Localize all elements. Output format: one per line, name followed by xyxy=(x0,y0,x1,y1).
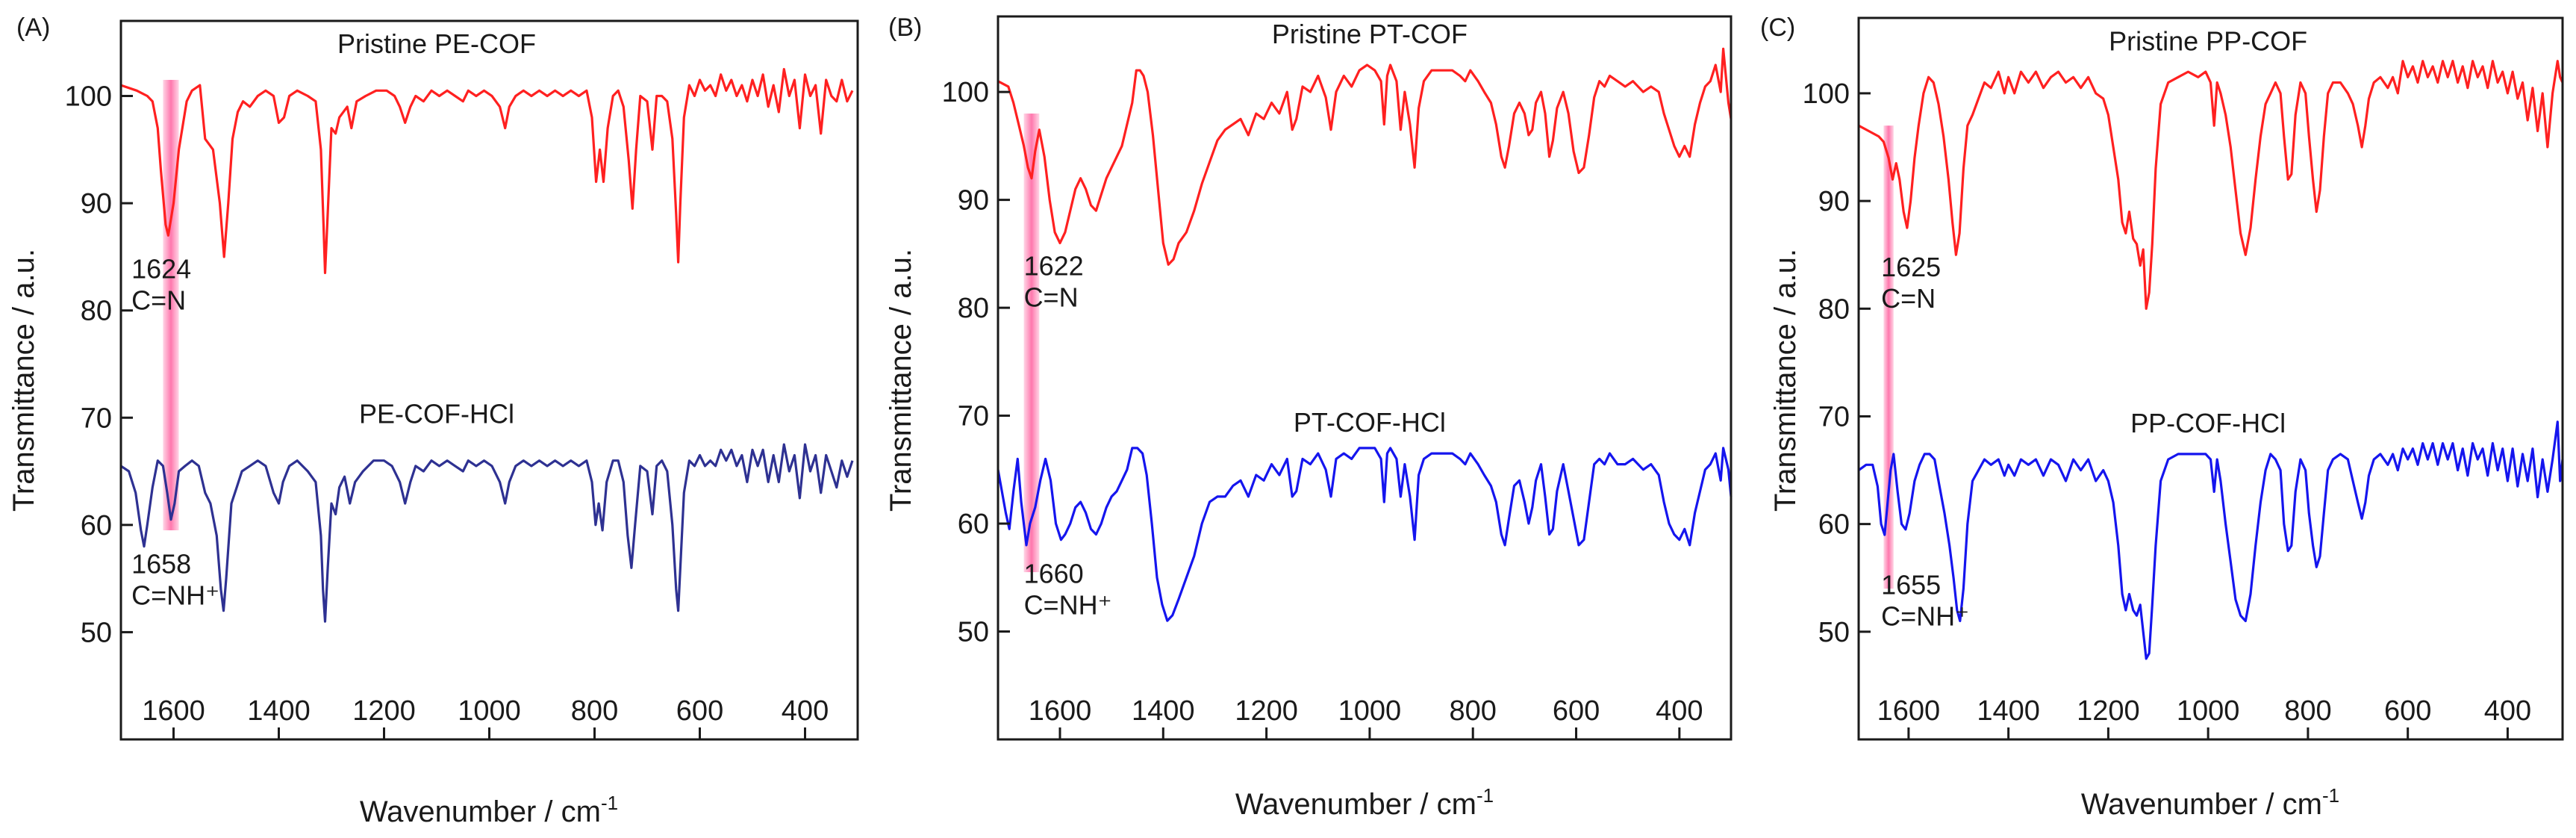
panel-a-series-label-pristine: Pristine PE-COF xyxy=(337,28,536,59)
panel-c-annotation-cn-value: 1625 xyxy=(1881,252,1941,282)
panel-c-series-pristine-line xyxy=(1858,60,2564,310)
panel-a-y-ticks: 50 60 70 80 90 100 xyxy=(65,81,133,648)
panel-a-y-tick-label-90: 90 xyxy=(81,188,112,220)
panel-c-y-tick-label-100: 100 xyxy=(1803,78,1850,110)
panel-b-highlight-band xyxy=(1023,114,1040,573)
panel-b-x-tick-label-1200: 1200 xyxy=(1235,695,1298,727)
panel-c-annotation-cnh-label: C=NH⁺ xyxy=(1881,600,1969,631)
panel-c-annotation-cnh-value: 1655 xyxy=(1881,569,1941,600)
panel-c-y-tick-label-50: 50 xyxy=(1818,617,1850,648)
panel-b-annotation-cn-label: C=N xyxy=(1024,282,1079,313)
panel-c: (C) 1600 1400 1200 1000 800 600 400 50 60 70 80 90… xyxy=(1760,13,2564,821)
panel-a-y-tick-label-50: 50 xyxy=(81,617,112,648)
panel-a-annotation-cnh-label: C=NH⁺ xyxy=(131,580,219,610)
panel-c-axes-frame xyxy=(1857,16,2564,741)
panel-c-x-tick-label-1000: 1000 xyxy=(2177,695,2240,727)
panel-a-x-tick-label-600: 600 xyxy=(676,695,723,727)
panel-b-x-tick-label-400: 400 xyxy=(1656,695,1703,727)
panel-b-series-label-pristine: Pristine PT-COF xyxy=(1272,19,1468,49)
panel-a-annotation-cnh-value: 1658 xyxy=(131,548,191,579)
panel-c-x-tick-label-600: 600 xyxy=(2384,695,2431,727)
panel-a-y-tick-label-100: 100 xyxy=(65,81,112,113)
panel-a-label: (A) xyxy=(16,13,50,42)
panel-a-x-ticks: 1600 1400 1200 1000 800 600 400 xyxy=(142,695,829,739)
panel-b-y-tick-label-100: 100 xyxy=(942,77,989,108)
panel-a-y-tick-label-60: 60 xyxy=(81,510,112,541)
panel-c-annotation-cn-label: C=N xyxy=(1881,283,1936,314)
panel-c-series-label-hcl: PP-COF-HCl xyxy=(2130,408,2286,438)
panel-a-y-tick-label-80: 80 xyxy=(81,296,112,327)
panel-a-x-tick-label-1200: 1200 xyxy=(352,695,416,727)
panel-b-label: (B) xyxy=(888,13,922,42)
panel-b-annotation-cn-value: 1622 xyxy=(1024,251,1084,282)
panel-a-axes-frame xyxy=(119,19,859,741)
panel-a-y-tick-label-70: 70 xyxy=(81,403,112,434)
panel-a-x-axis-label: Wavenumber / cm-1 xyxy=(360,792,618,828)
panel-b-axes-frame xyxy=(997,15,1733,741)
panel-c-x-tick-label-400: 400 xyxy=(2484,695,2531,727)
panel-b-annotation-cnh-label: C=NH⁺ xyxy=(1024,590,1112,621)
panel-c-x-ticks: 1600 1400 1200 1000 800 600 400 xyxy=(1877,695,2531,739)
panel-a-annotation-cn-value: 1624 xyxy=(131,254,191,285)
panel-c-x-tick-label-800: 800 xyxy=(2284,695,2331,727)
panel-b-x-axis-label: Wavenumber / cm-1 xyxy=(1235,784,1494,821)
panel-b-y-tick-label-60: 60 xyxy=(958,509,989,540)
panel-b-plot-area xyxy=(997,47,1733,622)
panel-c-x-tick-label-1400: 1400 xyxy=(1977,695,2040,727)
panel-b-y-axis-label: Transmittance / a.u. xyxy=(885,249,917,512)
panel-b-annotation-cnh-value: 1660 xyxy=(1024,559,1084,589)
panel-b-x-tick-label-1400: 1400 xyxy=(1132,695,1195,727)
panel-b-series-pristine-line xyxy=(997,47,1733,266)
panel-c-y-tick-label-70: 70 xyxy=(1818,401,1850,432)
panel-b-y-tick-label-50: 50 xyxy=(958,617,989,648)
panel-a-x-tick-label-400: 400 xyxy=(782,695,829,727)
panel-b-x-tick-label-1000: 1000 xyxy=(1338,695,1402,727)
panel-c-y-axis-label: Transmittance / a.u. xyxy=(1769,249,1802,512)
panel-a-x-tick-label-1400: 1400 xyxy=(247,695,311,727)
panel-b-x-tick-label-800: 800 xyxy=(1450,695,1497,727)
panel-c-series-hcl-line xyxy=(1858,420,2564,660)
panel-c-label: (C) xyxy=(1760,13,1795,42)
panel-a-series-label-hcl: PE-COF-HCl xyxy=(359,398,514,429)
panel-c-x-tick-label-1200: 1200 xyxy=(2077,695,2140,727)
panel-b-x-tick-label-600: 600 xyxy=(1553,695,1600,727)
panel-b-y-tick-label-90: 90 xyxy=(958,185,989,217)
panel-a-plot-area xyxy=(120,67,854,623)
panel-c-y-ticks: 50 60 70 80 90 100 xyxy=(1803,78,1871,648)
panel-b-y-ticks: 50 60 70 80 90 100 xyxy=(942,77,1010,648)
panel-b-y-tick-label-70: 70 xyxy=(958,401,989,432)
panel-a-y-axis-label: Transmittance / a.u. xyxy=(7,249,40,512)
panel-b-series-label-hcl: PT-COF-HCl xyxy=(1294,407,1446,438)
panel-b-x-ticks: 1600 1400 1200 1000 800 600 400 xyxy=(1029,695,1703,739)
panel-a-series-pristine-line xyxy=(120,67,854,274)
panel-b-y-tick-label-80: 80 xyxy=(958,293,989,324)
panel-c-y-tick-label-60: 60 xyxy=(1818,509,1850,541)
panel-c-y-tick-label-80: 80 xyxy=(1818,294,1850,325)
panel-c-x-tick-label-1600: 1600 xyxy=(1877,695,1941,727)
panel-c-x-axis-label: Wavenumber / cm-1 xyxy=(2081,784,2339,821)
panel-a-series-hcl-line xyxy=(120,443,854,623)
panel-a: (A) 1600 1400 1200 1000 800 600 400 50 60 70 80 90… xyxy=(7,13,859,828)
panel-a-annotation-cn-label: C=N xyxy=(131,285,186,316)
panel-a-x-tick-label-1600: 1600 xyxy=(142,695,205,727)
panel-a-x-tick-label-800: 800 xyxy=(571,695,618,727)
panel-c-plot-area xyxy=(1858,60,2564,660)
panel-c-series-label-pristine: Pristine PP-COF xyxy=(2109,25,2307,56)
panel-c-y-tick-label-90: 90 xyxy=(1818,186,1850,217)
panel-a-x-tick-label-1000: 1000 xyxy=(458,695,521,727)
panel-b-x-tick-label-1600: 1600 xyxy=(1029,695,1092,727)
panel-b: (B) 1600 1400 1200 1000 800 600 400 50 60 70 80 90… xyxy=(885,13,1733,821)
panel-b-series-hcl-line xyxy=(997,447,1733,622)
